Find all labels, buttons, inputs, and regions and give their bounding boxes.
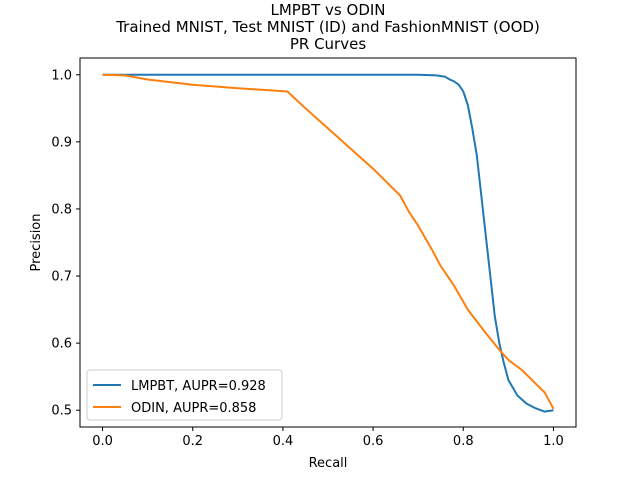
x-tick-label: 0.8 — [453, 434, 474, 449]
x-tick-label: 0.6 — [363, 434, 384, 449]
series-layer — [102, 73, 555, 413]
chart-title-line-1: LMPBT vs ODIN — [270, 1, 385, 19]
y-tick-label: 0.9 — [51, 135, 72, 150]
legend-label-odin: ODIN, AUPR=0.858 — [131, 401, 256, 416]
x-axis-label: Recall — [309, 456, 348, 471]
y-tick-label: 0.6 — [51, 337, 72, 352]
legend: LMPBT, AUPR=0.928 ODIN, AUPR=0.858 — [86, 369, 283, 421]
y-axis-label: Precision — [29, 213, 44, 271]
y-tick-label: 0.7 — [51, 270, 72, 285]
odin-curve — [102, 73, 555, 410]
lmpbt-curve — [102, 73, 554, 413]
y-tick-label: 0.5 — [51, 404, 72, 419]
plot-frame — [79, 57, 577, 428]
x-tick-label: 0.2 — [182, 434, 203, 449]
x-axis-ticks: 0.0 0.2 0.4 0.6 0.8 1.0 — [92, 427, 564, 449]
x-tick-label: 1.0 — [543, 434, 564, 449]
legend-label-lmpbt: LMPBT, AUPR=0.928 — [131, 379, 266, 394]
y-axis-ticks: 0.5 0.6 0.7 0.8 0.9 1.0 — [51, 68, 80, 419]
legend-box — [86, 369, 283, 421]
y-tick-label: 0.8 — [51, 202, 72, 217]
chart-title-line-3: PR Curves — [290, 35, 366, 53]
x-tick-label: 0.0 — [92, 434, 113, 449]
chart-title-line-2: Trained MNIST, Test MNIST (ID) and Fashi… — [115, 18, 540, 36]
y-tick-label: 1.0 — [51, 68, 72, 83]
x-tick-label: 0.4 — [273, 434, 294, 449]
